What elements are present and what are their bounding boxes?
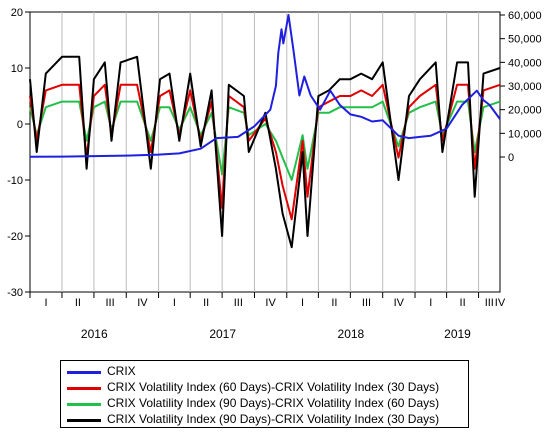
legend-swatch-crix — [67, 371, 101, 374]
left-tick-label: 0 — [17, 119, 23, 131]
legend-swatch-60-30 — [67, 387, 101, 390]
legend-label: CRIX Volatility Index (60 Days)-CRIX Vol… — [107, 380, 440, 394]
legend-label: CRIX — [107, 364, 136, 378]
series-lines — [29, 14, 501, 249]
chart: 20 10 0 -10 -20 -30 60,000 50,000 40,000 30,000 2… — [7, 7, 542, 341]
quarter-label: II — [460, 297, 466, 309]
quarter-label: I — [301, 297, 304, 309]
right-tick-label: 60,000 — [508, 10, 542, 22]
right-tick-label: 30,000 — [508, 81, 542, 93]
quarter-label: II — [203, 297, 209, 309]
series-line-0 — [29, 14, 501, 158]
year-label: 2019 — [444, 327, 471, 341]
quarter-label: I — [44, 297, 47, 309]
legend-label: CRIX Volatility Index (90 Days)-CRIX Vol… — [107, 396, 440, 410]
year-label: 2018 — [338, 327, 365, 341]
legend-item-90-60: CRIX Volatility Index (90 Days)-CRIX Vol… — [61, 395, 468, 412]
year-label: 2017 — [209, 327, 236, 341]
plot-area — [29, 11, 501, 293]
legend-label: CRIX Volatility Index (90 Days)-CRIX Vol… — [107, 412, 440, 426]
quarter-label: III — [106, 297, 115, 309]
legend-item-60-30: CRIX Volatility Index (60 Days)-CRIX Vol… — [61, 379, 468, 396]
quarter-label: IV — [495, 297, 506, 309]
quarter-label: I — [429, 297, 432, 309]
quarter-label: IV — [137, 297, 148, 309]
legend: CRIX CRIX Volatility Index (60 Days)-CRI… — [60, 360, 469, 428]
series-line-3 — [29, 55, 501, 249]
quarter-label: II — [331, 297, 337, 309]
right-tick-label: 20,000 — [508, 105, 542, 117]
quarter-label: IV — [394, 297, 405, 309]
right-tick-label: 50,000 — [508, 34, 542, 46]
left-tick-label: 10 — [11, 63, 23, 75]
series-line-2 — [29, 100, 501, 181]
legend-item-90-30: CRIX Volatility Index (90 Days)-CRIX Vol… — [61, 411, 468, 428]
legend-swatch-90-60 — [67, 403, 101, 406]
quarter-label: III — [234, 297, 243, 309]
right-tick-label: 40,000 — [508, 57, 542, 69]
quarter-label: IV — [265, 297, 276, 309]
quarter-label: I — [173, 297, 176, 309]
right-tick-label: 10,000 — [508, 128, 542, 140]
left-tick-label: 20 — [11, 7, 23, 19]
left-axis: 20 10 0 -10 -20 -30 — [7, 7, 30, 299]
right-axis: 60,000 50,000 40,000 30,000 20,000 10,000 0 — [500, 10, 542, 164]
right-tick-label: 0 — [508, 152, 514, 164]
legend-swatch-90-30 — [67, 419, 101, 422]
legend-item-crix: CRIX — [61, 363, 468, 380]
quarter-label: III — [485, 297, 494, 309]
left-tick-label: -20 — [7, 231, 23, 243]
left-tick-label: -10 — [7, 175, 23, 187]
quarter-label: II — [75, 297, 81, 309]
series-line-1 — [29, 83, 501, 221]
left-tick-label: -30 — [7, 287, 23, 299]
quarter-label: III — [362, 297, 371, 309]
year-label: 2016 — [81, 327, 108, 341]
